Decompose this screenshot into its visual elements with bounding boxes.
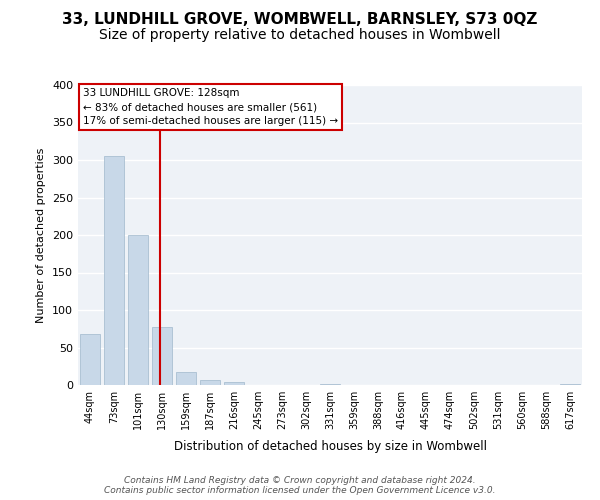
- Bar: [176, 372, 196, 385]
- Bar: [224, 382, 244, 385]
- Bar: [320, 384, 340, 385]
- Bar: [152, 326, 172, 385]
- Text: 33, LUNDHILL GROVE, WOMBWELL, BARNSLEY, S73 0QZ: 33, LUNDHILL GROVE, WOMBWELL, BARNSLEY, …: [62, 12, 538, 28]
- Y-axis label: Number of detached properties: Number of detached properties: [37, 148, 46, 322]
- Bar: [560, 384, 580, 385]
- Bar: [200, 380, 220, 385]
- Bar: [80, 334, 100, 385]
- Bar: [104, 156, 124, 385]
- Bar: [128, 235, 148, 385]
- Text: Size of property relative to detached houses in Wombwell: Size of property relative to detached ho…: [99, 28, 501, 42]
- Text: Contains HM Land Registry data © Crown copyright and database right 2024.
Contai: Contains HM Land Registry data © Crown c…: [104, 476, 496, 495]
- X-axis label: Distribution of detached houses by size in Wombwell: Distribution of detached houses by size …: [173, 440, 487, 454]
- Text: 33 LUNDHILL GROVE: 128sqm
← 83% of detached houses are smaller (561)
17% of semi: 33 LUNDHILL GROVE: 128sqm ← 83% of detac…: [83, 88, 338, 126]
